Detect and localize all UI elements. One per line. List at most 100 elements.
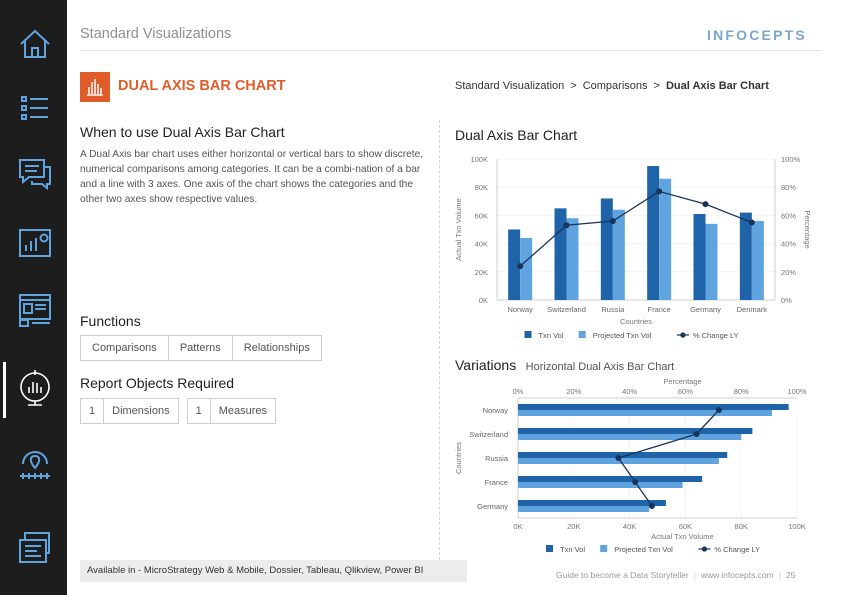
x-tick-label: France xyxy=(647,305,670,314)
bar-projected-txn-vol-denmark xyxy=(751,221,764,300)
home-icon[interactable] xyxy=(15,24,55,64)
y-tick-label: 100K xyxy=(470,155,488,164)
x-axis-title: Actual Txn Volume xyxy=(651,532,713,541)
page-title: DUAL AXIS BAR CHART xyxy=(118,78,286,94)
report-objects-list: 1 Dimensions 1 Measures xyxy=(80,398,284,424)
bar-txn-vol-russia xyxy=(518,452,728,458)
variations-subheading: Horizontal Dual Axis Bar Chart xyxy=(525,361,675,373)
line-pct-change-ly xyxy=(519,190,753,267)
bar-txn-vol-france xyxy=(518,476,703,482)
point-pct-change-france xyxy=(632,479,639,485)
y2-tick-label: 60% xyxy=(781,211,796,220)
breadcrumb-item-standard-visualization[interactable]: Standard Visualization xyxy=(455,80,565,92)
column-divider xyxy=(439,120,440,560)
bar-projected-txn-vol-germany xyxy=(518,506,650,512)
point-pct-change-france xyxy=(656,188,663,195)
y-tick-label: Russia xyxy=(485,454,509,463)
function-tag-relationships[interactable]: Relationships xyxy=(232,335,322,361)
bar-projected-txn-vol-norway xyxy=(520,237,533,300)
point-pct-change-russia xyxy=(609,218,616,225)
active-nav-indicator xyxy=(3,362,6,418)
point-pct-change-switzerland xyxy=(693,431,700,437)
report-objects-heading: Report Objects Required xyxy=(80,375,235,391)
legend-projected-txn-vol-label: Projected Txn Vol xyxy=(614,545,673,554)
footer-url[interactable]: www.infocepts.com xyxy=(700,570,774,580)
header-divider xyxy=(80,50,822,51)
bar-chart-icon xyxy=(80,72,110,102)
chat-icon[interactable] xyxy=(15,152,55,192)
horizontal-dual-axis-bar-chart: 0% 20% 40% 60% 80% 100% 0K 20K 40K 60K 80K 100K Norw… xyxy=(454,377,807,554)
browser-icon[interactable] xyxy=(15,290,55,330)
y2-tick-label: 80% xyxy=(781,183,796,192)
point-pct-change-denmark xyxy=(748,219,755,226)
legend-txn-vol-label: Txn Vol xyxy=(539,331,564,340)
bar-projected-txn-vol-switzerland xyxy=(566,218,579,300)
description-text: A Dual Axis bar chart uses either horizo… xyxy=(80,149,424,205)
y2-tick-label: 100% xyxy=(781,155,801,164)
y-tick-label: 20K xyxy=(475,268,488,277)
function-tag-patterns[interactable]: Patterns xyxy=(168,335,233,361)
y-axis-title: Countries xyxy=(454,442,463,474)
x-tick-label: 100K xyxy=(788,522,806,531)
bar-txn-vol-switzerland xyxy=(554,208,567,300)
dashboard-icon[interactable] xyxy=(15,222,55,262)
x2-tick-label: 40% xyxy=(622,387,637,396)
bar-txn-vol-germany xyxy=(693,213,706,300)
x-tick-label: Germany xyxy=(690,305,721,314)
variations-heading: Variations xyxy=(455,357,517,373)
point-pct-change-norway xyxy=(517,263,524,270)
when-to-use-heading: When to use Dual Axis Bar Chart xyxy=(80,124,285,140)
y-tick-label: 0K xyxy=(479,296,488,305)
cards-icon[interactable] xyxy=(15,528,55,568)
legend-txn-vol-swatch xyxy=(524,331,532,338)
bar-txn-vol-france xyxy=(647,166,660,300)
bar-projected-txn-vol-france xyxy=(659,178,672,300)
availability-banner: Available in - MicroStrategy Web & Mobil… xyxy=(80,560,467,582)
breadcrumb-item-comparisons[interactable]: Comparisons xyxy=(582,80,648,92)
y-axis-title: Actual Txn Volume xyxy=(454,198,463,260)
bar-txn-vol-germany xyxy=(518,500,666,506)
y-tick-label: 60K xyxy=(475,211,488,220)
y2-tick-label: 0% xyxy=(781,296,792,305)
y-tick-label: 80K xyxy=(475,183,488,192)
dimensions-count: 1 xyxy=(80,398,105,424)
chart-target-icon[interactable] xyxy=(15,368,55,408)
bar-txn-vol-switzerland xyxy=(518,428,753,434)
legend-txn-vol-swatch xyxy=(546,545,553,552)
dimensions-label: Dimensions xyxy=(104,398,179,424)
dual-axis-bar-chart: 0K 20K 40K 60K 80K 100K 0% 20% 40% 60% 80% 100% Norw… xyxy=(454,155,812,340)
x2-tick-label: 80% xyxy=(734,387,749,396)
bar-txn-vol-denmark xyxy=(739,212,752,300)
list-icon[interactable] xyxy=(15,88,55,128)
x2-axis-title: Percentage xyxy=(663,377,701,386)
functions-list: Comparisons Patterns Relationships xyxy=(80,335,322,361)
point-pct-change-russia xyxy=(615,455,622,461)
function-tag-comparisons[interactable]: Comparisons xyxy=(80,335,169,361)
breadcrumb-item-current: Dual Axis Bar Chart xyxy=(665,80,769,92)
object-dimensions: 1 Dimensions xyxy=(80,398,179,424)
point-pct-change-germany xyxy=(648,503,655,509)
x2-tick-label: 0% xyxy=(513,387,524,396)
x-tick-label: Switzerland xyxy=(547,305,586,314)
legend-change-ly-label: % Change LY xyxy=(714,545,760,554)
map-icon[interactable] xyxy=(15,448,55,488)
point-pct-change-germany xyxy=(702,201,709,208)
y-tick-label: Germany xyxy=(477,502,508,511)
bar-txn-vol-russia xyxy=(600,198,613,300)
x-tick-label: Russia xyxy=(601,305,625,314)
y2-tick-label: 40% xyxy=(781,240,796,249)
object-measures: 1 Measures xyxy=(186,398,277,424)
y-tick-label: Norway xyxy=(483,406,509,415)
legend-projected-txn-vol-swatch xyxy=(600,545,608,552)
bar-projected-txn-vol-norway xyxy=(518,410,772,416)
y2-axis-title: Percentage xyxy=(803,210,812,248)
y-tick-label: Switzerland xyxy=(469,430,508,439)
y-tick-label: 40K xyxy=(475,240,488,249)
page-footer: Guide to become a Data Storyteller | www.i… xyxy=(556,570,796,580)
y-tick-label: France xyxy=(485,478,508,487)
x-tick-label: Denmark xyxy=(737,305,768,314)
x2-tick-label: 60% xyxy=(678,387,693,396)
variations-header: Variations Horizontal Dual Axis Bar Char… xyxy=(455,357,674,375)
section-title: Standard Visualizations xyxy=(80,26,232,42)
bar-txn-vol-norway xyxy=(518,404,789,410)
